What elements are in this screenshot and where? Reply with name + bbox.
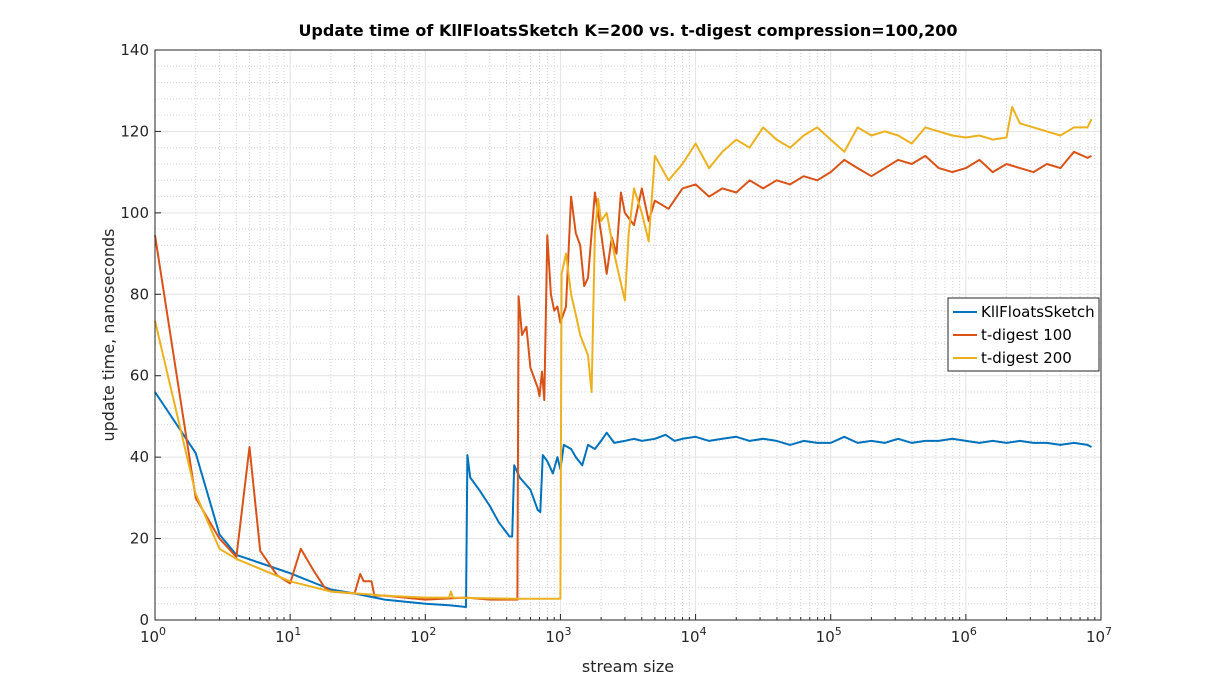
x-tick-label: 104 (681, 625, 707, 646)
ticks: 100 101 102 103 104 105 106 107 0 20 40 60 80 100 120 1… (120, 41, 1112, 646)
y-tick-label: 100 (120, 204, 149, 222)
series-line-t-digest-100 (154, 150, 1092, 601)
chart-title: Update time of KllFloatsSketch K=200 vs.… (298, 21, 957, 40)
y-tick-label: 40 (130, 448, 149, 466)
x-tick-label: 106 (951, 625, 977, 646)
x-axis-label: stream size (582, 657, 674, 676)
x-tick-label: 103 (545, 625, 571, 646)
legend-label-tdigest200: t-digest 200 (981, 349, 1072, 367)
series-lines (154, 106, 1093, 608)
y-tick-label: 60 (130, 367, 149, 385)
y-tick-label: 120 (120, 122, 149, 140)
legend-label-tdigest100: t-digest 100 (981, 326, 1072, 344)
y-tick-label: 0 (139, 611, 149, 629)
series-line-t-digest-200 (154, 106, 1093, 600)
x-tick-label: 107 (1086, 625, 1112, 646)
y-tick-label: 20 (130, 530, 149, 548)
y-axis-label: update time, nanoseconds (99, 228, 118, 441)
legend-label-kll: KllFloatsSketch (981, 303, 1095, 321)
y-tick-label: 140 (120, 41, 149, 59)
plot-frame (154, 49, 1102, 621)
x-tick-label: 100 (140, 625, 166, 646)
x-tick-label: 105 (816, 625, 842, 646)
legend[interactable]: KllFloatsSketch t-digest 100 t-digest 20… (947, 297, 1100, 372)
x-tick-label: 102 (410, 625, 436, 646)
y-tick-label: 80 (130, 285, 149, 303)
series-line-kllfloatssketch (154, 391, 1092, 608)
x-tick-label: 101 (275, 625, 301, 646)
